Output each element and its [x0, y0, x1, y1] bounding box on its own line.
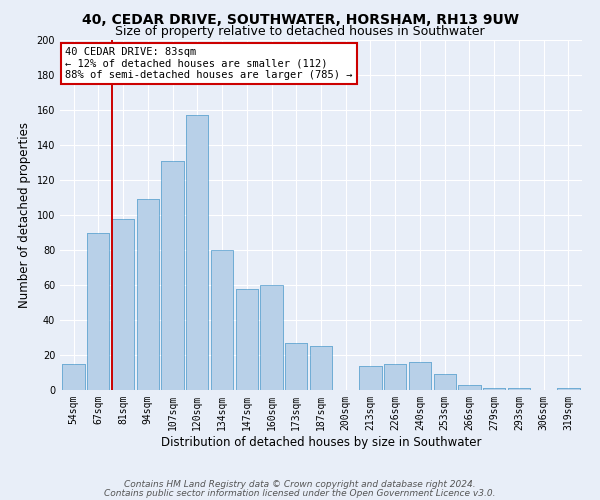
Bar — [236, 288, 258, 390]
Bar — [112, 218, 134, 390]
Bar — [384, 364, 406, 390]
Bar — [409, 362, 431, 390]
Bar — [557, 388, 580, 390]
Bar — [285, 343, 307, 390]
Bar — [186, 116, 208, 390]
Text: 40, CEDAR DRIVE, SOUTHWATER, HORSHAM, RH13 9UW: 40, CEDAR DRIVE, SOUTHWATER, HORSHAM, RH… — [82, 12, 518, 26]
Bar — [434, 374, 456, 390]
Bar — [384, 364, 406, 390]
Bar — [458, 385, 481, 390]
Text: Contains HM Land Registry data © Crown copyright and database right 2024.: Contains HM Land Registry data © Crown c… — [124, 480, 476, 489]
Bar — [87, 232, 109, 390]
Bar — [112, 218, 134, 390]
Bar — [483, 388, 505, 390]
Bar — [310, 346, 332, 390]
Bar — [359, 366, 382, 390]
Y-axis label: Number of detached properties: Number of detached properties — [18, 122, 31, 308]
Bar — [161, 161, 184, 390]
Bar — [62, 364, 85, 390]
Bar — [137, 199, 159, 390]
Bar — [236, 288, 258, 390]
Bar — [137, 199, 159, 390]
Bar — [211, 250, 233, 390]
Bar — [285, 343, 307, 390]
Bar — [359, 366, 382, 390]
Bar — [161, 161, 184, 390]
Bar — [310, 346, 332, 390]
Bar — [557, 388, 580, 390]
Text: 40 CEDAR DRIVE: 83sqm
← 12% of detached houses are smaller (112)
88% of semi-det: 40 CEDAR DRIVE: 83sqm ← 12% of detached … — [65, 47, 353, 80]
Text: Contains public sector information licensed under the Open Government Licence v3: Contains public sector information licen… — [104, 488, 496, 498]
X-axis label: Distribution of detached houses by size in Southwater: Distribution of detached houses by size … — [161, 436, 481, 448]
Bar — [409, 362, 431, 390]
Bar — [434, 374, 456, 390]
Bar — [211, 250, 233, 390]
Bar — [483, 388, 505, 390]
Bar — [260, 285, 283, 390]
Bar — [508, 388, 530, 390]
Bar — [260, 285, 283, 390]
Bar — [508, 388, 530, 390]
Text: Size of property relative to detached houses in Southwater: Size of property relative to detached ho… — [115, 25, 485, 38]
Bar — [186, 116, 208, 390]
Bar — [87, 232, 109, 390]
Bar — [62, 364, 85, 390]
Bar — [458, 385, 481, 390]
